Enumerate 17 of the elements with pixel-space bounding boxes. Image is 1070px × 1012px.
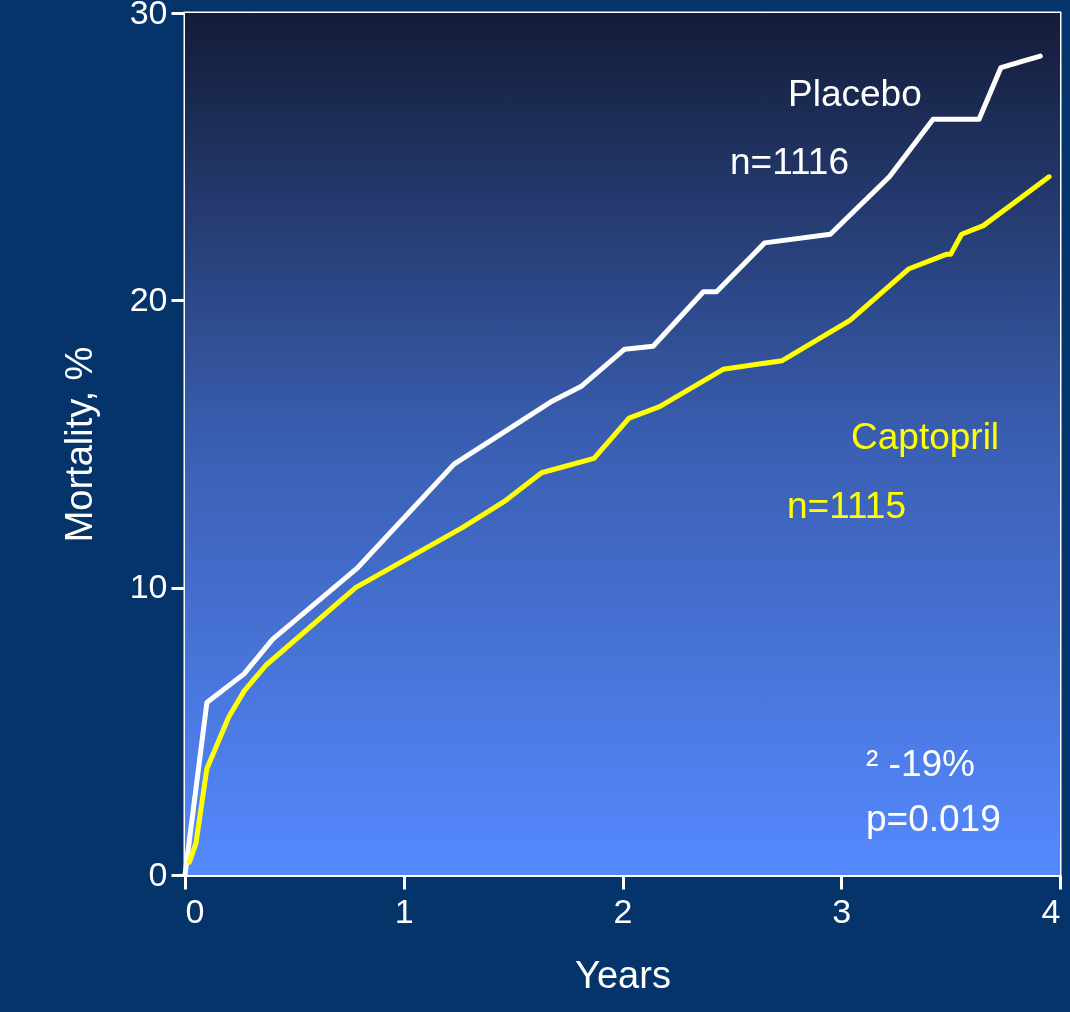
y-tick-label: 10 [129, 567, 168, 606]
text: Captopril [851, 416, 1000, 457]
x-tick-label: 0 [185, 891, 205, 930]
y-tick-label: 30 [129, 0, 168, 31]
x-tick-label: 4 [1041, 891, 1061, 930]
annotation: n=1115 [787, 485, 907, 526]
annotation: ² -19% [866, 743, 975, 784]
series-label: Placebo [788, 73, 922, 114]
y-tick-label: 20 [129, 279, 168, 318]
x-tick-label: 3 [832, 891, 852, 930]
y-tick-label: 0 [148, 854, 168, 893]
x-tick-label: 2 [613, 891, 633, 930]
annotation: n=1116 [730, 141, 850, 182]
annotation: p=0.019 [866, 798, 1001, 839]
x-tick-label: 1 [394, 891, 414, 930]
x-axis-title: Years [575, 953, 671, 996]
y-axis-title: Mortality, % [57, 346, 100, 543]
